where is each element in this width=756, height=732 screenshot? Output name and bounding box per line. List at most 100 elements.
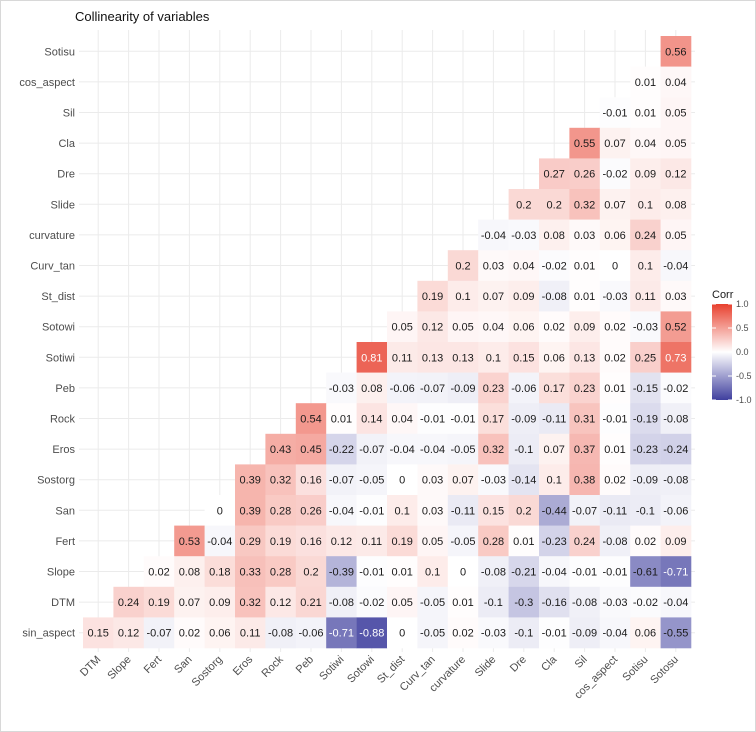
cell-value-label: -0.04: [207, 536, 232, 548]
cell-value-label: 0.01: [331, 414, 352, 426]
cell-value-label: 0.02: [543, 322, 564, 334]
cell-value-label: -0.3: [514, 597, 533, 609]
cell-value-label: -0.08: [663, 414, 688, 426]
x-tick-label: Slide: [473, 654, 499, 680]
cell-value-label: 0.11: [392, 352, 413, 364]
cell-value-label: 0.06: [209, 628, 230, 640]
cell-value-label: 0.04: [391, 414, 412, 426]
cell-value-label: -0.1: [636, 505, 655, 517]
cell-value-label: -0.01: [602, 567, 627, 579]
cell-value-label: -0.07: [329, 475, 354, 487]
heatmap-cell: [356, 586, 388, 618]
cell-value-label: 0.01: [574, 261, 595, 273]
heatmap-cell: [539, 219, 570, 251]
cell-value-label: 0.11: [240, 628, 261, 640]
heatmap-cell: [356, 342, 388, 373]
heatmap-cell: [630, 525, 661, 557]
legend-tick-label: 1.0: [736, 299, 749, 309]
heatmap-cell: [113, 586, 145, 618]
heatmap-cell: [478, 586, 509, 618]
y-tick-label: Peb: [55, 383, 75, 395]
cell-value-label: 0.07: [483, 291, 504, 303]
x-tick-label: Sil: [573, 654, 590, 671]
cell-value-label: 0.14: [361, 414, 382, 426]
cell-value-label: 0.07: [604, 138, 625, 150]
cell-value-label: 0.28: [483, 536, 504, 548]
cell-value-label: -0.09: [511, 414, 536, 426]
heatmap-cell: [599, 189, 631, 220]
cell-value-label: -0.61: [633, 567, 658, 579]
cell-value-label: 0.26: [300, 505, 321, 517]
heatmap-cell: [387, 586, 418, 618]
cell-value-label: 0.12: [270, 597, 291, 609]
heatmap-cell: [630, 342, 661, 373]
cell-value-label: 0.07: [543, 444, 564, 456]
heatmap-cell: [447, 311, 479, 343]
y-tick-label: Sil: [63, 108, 75, 120]
cell-value-label: -0.05: [450, 536, 475, 548]
cell-value-label: -0.21: [511, 567, 536, 579]
cell-value-label: 0: [460, 567, 466, 579]
heatmap-cell: [387, 464, 418, 496]
heatmap-cell: [630, 617, 661, 649]
heatmap-cell: [295, 556, 327, 588]
heatmap-cell: [630, 433, 661, 465]
x-tick-label: Sostorg: [190, 654, 225, 689]
cell-value-label: 0.56: [665, 46, 686, 58]
cell-value-label: -0.44: [542, 505, 567, 517]
heatmap-cell: [295, 433, 327, 465]
heatmap-cell: [326, 464, 357, 496]
x-tick-label: Peb: [294, 654, 316, 676]
cell-value-label: -0.08: [572, 597, 597, 609]
cell-value-label: -0.06: [663, 505, 688, 517]
cell-value-label: 0.08: [543, 230, 564, 242]
x-tick-label: Slope: [105, 654, 133, 682]
cell-value-label: 0.39: [239, 475, 260, 487]
cell-value-label: 0.27: [543, 169, 564, 181]
cell-value-label: 0.05: [422, 536, 443, 548]
cell-value-label: -0.02: [359, 597, 384, 609]
cell-value-label: -0.23: [542, 536, 567, 548]
cell-value-label: 0.53: [179, 536, 200, 548]
y-tick-label: St_dist: [41, 291, 75, 303]
cell-value-label: 0.06: [635, 628, 656, 640]
heatmap-cell: [265, 464, 297, 496]
cell-value-label: 0.06: [543, 352, 564, 364]
cell-value-label: 0.28: [270, 567, 291, 579]
y-tick-label: Rock: [50, 414, 76, 426]
heatmap-cell: [417, 403, 449, 435]
heatmap-cell: [569, 525, 601, 557]
cell-value-label: -0.22: [329, 444, 354, 456]
cell-value-label: -0.39: [329, 567, 354, 579]
heatmap-cell: [508, 280, 540, 312]
cell-value-label: -0.08: [542, 291, 567, 303]
cell-value-label: -0.71: [329, 628, 354, 640]
heatmap-cell: [599, 433, 631, 465]
heatmap-cell: [295, 464, 327, 496]
heatmap-cell: [539, 342, 570, 373]
heatmap-cell: [447, 586, 479, 618]
cell-value-label: -0.88: [359, 628, 384, 640]
heatmap-cell: [204, 586, 236, 618]
heatmap-cell: [447, 556, 479, 588]
cell-value-label: -0.02: [602, 169, 627, 181]
cell-value-label: 0.43: [270, 444, 291, 456]
cell-value-label: -0.1: [514, 444, 533, 456]
x-tick-label: San: [172, 654, 194, 676]
cell-value-label: 0.32: [270, 475, 291, 487]
heatmap-cell: [660, 372, 692, 404]
heatmap-cell: [630, 556, 661, 588]
cell-value-label: -0.02: [542, 261, 567, 273]
x-tick-label: Rock: [260, 653, 287, 680]
cell-value-label: 0.13: [574, 352, 595, 364]
cell-value-label: -0.02: [663, 383, 688, 395]
heatmap-cell: [599, 280, 631, 312]
heatmap-cell: [417, 525, 449, 557]
cell-value-label: 0.06: [513, 322, 534, 334]
cell-value-label: -0.24: [663, 444, 688, 456]
heatmap-cell: [204, 617, 236, 649]
heatmap-cell: [660, 250, 692, 282]
cell-value-label: 0.13: [452, 352, 473, 364]
